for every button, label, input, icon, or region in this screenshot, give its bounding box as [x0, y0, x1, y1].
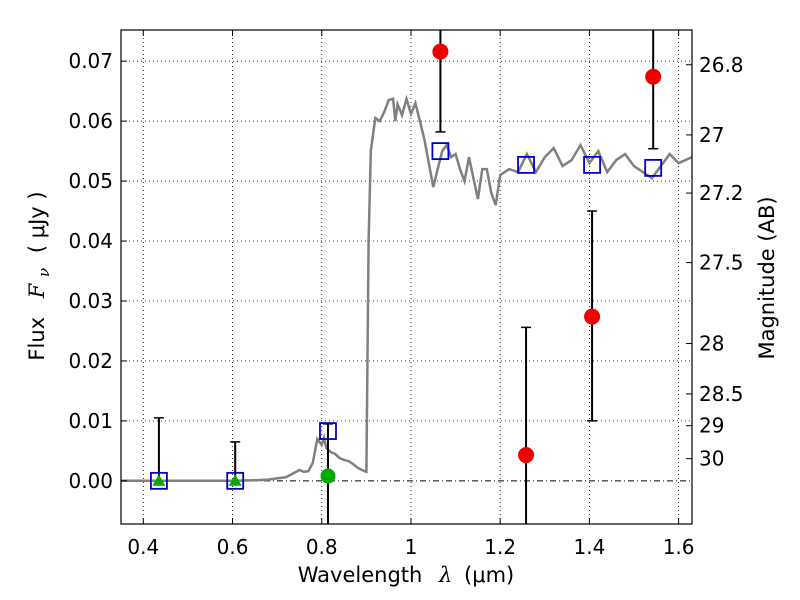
- nondetection-triangle: [152, 474, 166, 486]
- x-tick-label: 1.6: [663, 535, 695, 559]
- y-tick-label: 0.00: [68, 469, 113, 493]
- y-tick-label: 0.05: [68, 169, 113, 193]
- y-tick-label: 0.04: [68, 229, 113, 253]
- y-tick-label: 0.02: [68, 349, 113, 373]
- y-tick-label: 0.06: [68, 109, 113, 133]
- magnitude-tick-label: 29: [699, 414, 724, 438]
- x-tick-label: 0.8: [306, 535, 338, 559]
- model-spectrum-line: [121, 94, 693, 483]
- model-photometry-square: [150, 471, 168, 490]
- plot-frame: [120, 29, 693, 525]
- detection-point: [584, 308, 601, 325]
- model-photometry-square: [319, 422, 337, 440]
- magnitude-tick-label: 27.5: [699, 251, 744, 275]
- data-points: [152, 43, 662, 486]
- model-photometry-square: [644, 158, 663, 177]
- x-tick-label: 1.2: [484, 535, 516, 559]
- magnitude-tick-label: 27.2: [699, 181, 744, 205]
- magnitude-tick-label: 28: [699, 332, 724, 356]
- detection-point: [518, 447, 535, 464]
- nondetection-circle: [320, 468, 336, 484]
- nondetection-triangle: [228, 474, 242, 486]
- magnitude-tick-label: 26.8: [699, 53, 744, 77]
- y-axis-label: Flux F ν ( μJy ): [25, 191, 54, 360]
- grid: [121, 30, 692, 524]
- axis-ticks: 0.4 0.6 0.8 1 1.2 1.4 1.6 0.00 0.01 0.02 0.03 0.04 0…: [68, 30, 744, 559]
- y-tick-label: 0.01: [68, 409, 113, 433]
- model-photometry-square: [226, 471, 245, 490]
- model-photometry-squares: [150, 142, 663, 490]
- model-photometry-square: [517, 155, 535, 174]
- model-photometry-square: [583, 155, 601, 174]
- magnitude-tick-label: 30: [699, 447, 724, 471]
- detection-point: [645, 68, 662, 85]
- magnitude-tick-label: 27: [699, 123, 724, 147]
- x-tick-label: 1: [405, 535, 418, 559]
- magnitude-axis-label: Magnitude (AB): [755, 196, 779, 359]
- detection-point: [432, 43, 449, 60]
- y-tick-label: 0.07: [68, 49, 113, 73]
- x-tick-label: 0.6: [217, 535, 249, 559]
- magnitude-tick-label: 28.5: [699, 382, 744, 406]
- y-tick-label: 0.03: [68, 289, 113, 313]
- x-axis-label: Wavelength λ (μm): [298, 563, 514, 587]
- model-photometry-square: [431, 142, 450, 161]
- x-tick-label: 1.4: [573, 535, 605, 559]
- x-tick-label: 0.4: [127, 535, 159, 559]
